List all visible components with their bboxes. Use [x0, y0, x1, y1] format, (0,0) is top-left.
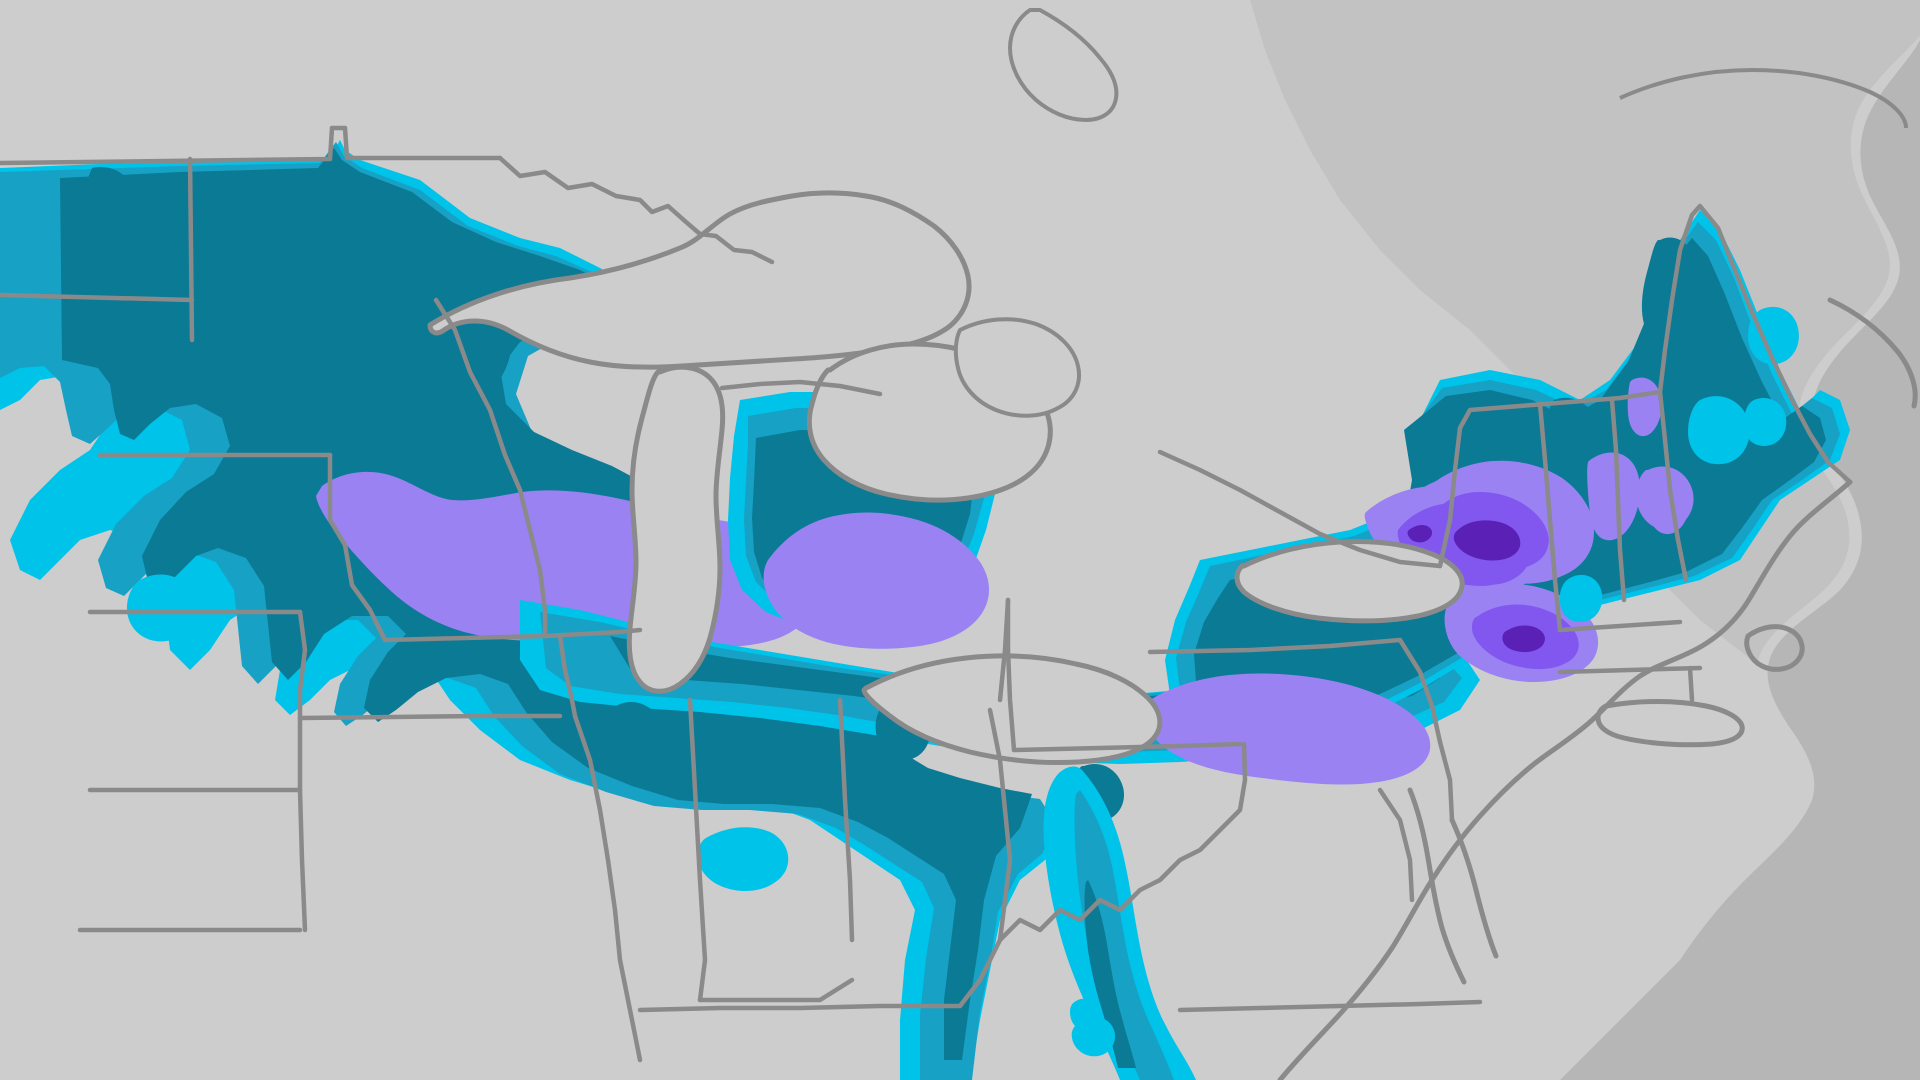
- lake-superior: [427, 190, 972, 370]
- border-minnesota-ontario: [497, 155, 775, 265]
- contour-ne-level-8-me-spot: [1636, 466, 1694, 530]
- border-pa-ny: [1147, 637, 1403, 655]
- border-mt-wy-sd: [0, 292, 195, 303]
- border-ia-ne: [297, 609, 308, 721]
- border-pa-oh-md: [1005, 597, 1017, 753]
- border-pa-md: [1011, 741, 1243, 753]
- border-va-nc: [1177, 999, 1483, 1013]
- coastline-cape-cod: [1744, 624, 1805, 672]
- atlantic-ocean: [1560, 0, 1920, 1080]
- coastline-chesapeake-bay: [1407, 787, 1467, 985]
- coastline-atlantic: [1277, 479, 1853, 1080]
- border-il-in: [687, 697, 708, 1003]
- border-ny-quebec: [1437, 389, 1663, 569]
- border-mt-nd: [187, 156, 195, 343]
- lake-ontario: [1234, 539, 1465, 624]
- border-in-oh: [837, 697, 855, 943]
- contour-patch-iowa: [698, 827, 789, 892]
- border-mn-nd-sd: [327, 452, 388, 643]
- contour-level-6-blob-central: [288, 278, 383, 408]
- border-ny-ma-ct: [1557, 619, 1683, 633]
- contour-ne-level-18-a: [1453, 520, 1521, 561]
- contour-patch-illinois: [1071, 1017, 1116, 1057]
- contour-patch-vt-cyan: [1559, 574, 1603, 622]
- border-ky-tn: [637, 1003, 963, 1013]
- border-ny-vt: [1537, 401, 1563, 633]
- border-md-de: [1437, 739, 1455, 823]
- border-ky-wv: [957, 937, 1003, 1009]
- contour-ne-level-8-pa: [1143, 673, 1431, 785]
- border-in-ky: [697, 977, 855, 1003]
- border-pa-nj: [1397, 637, 1443, 745]
- canada-coastline-group: [1008, 8, 1908, 129]
- coastline-nova-scotia-sw: [1827, 297, 1918, 409]
- contour-app-level-6: [1084, 880, 1136, 1068]
- border-mn-ia: [382, 633, 548, 643]
- contour-mi-level-8: [763, 512, 989, 649]
- contour-group-appalachians: [1043, 766, 1196, 1080]
- coastline-delmarva: [1449, 817, 1499, 959]
- border-mn-wi: [433, 297, 548, 639]
- great-lakes-group: [427, 190, 1465, 766]
- contour-ne-level-8-vt-nh: [1587, 452, 1640, 541]
- contour-patch-maine-cyan3: [1743, 398, 1787, 446]
- coastline-georgian-bay-north: [1008, 8, 1119, 122]
- border-ct-ri: [1687, 665, 1695, 703]
- contour-ne-level-18-b: [1407, 525, 1433, 543]
- border-ma-ct: [1557, 665, 1703, 675]
- border-maine-canada: [1657, 203, 1853, 485]
- lake-michigan: [626, 364, 726, 694]
- border-md-va-chesapeake: [1377, 787, 1415, 903]
- contour-level-6-blob-nd: [207, 210, 271, 361]
- border-wi-il: [542, 627, 643, 639]
- georgian-bay: [953, 317, 1081, 418]
- coastline-group: [1277, 297, 1918, 1080]
- political-boundaries: [0, 125, 1853, 1063]
- contour-patch-nd-small: [126, 574, 196, 642]
- border-nh-me: [1657, 389, 1689, 583]
- border-oh-wv: [987, 707, 1013, 943]
- border-st-lawrence: [1157, 449, 1443, 569]
- border-wv-va: [997, 741, 1248, 943]
- border-mo-ks: [297, 715, 308, 933]
- border-mi-lower-peninsula: [719, 379, 883, 397]
- border-us-canada-49th: [0, 125, 503, 166]
- contour-patch-maine-cyan1: [1748, 306, 1799, 365]
- coastline-long-island: [1595, 699, 1745, 748]
- border-ia-mo: [297, 713, 563, 721]
- border-vt-nh: [1609, 397, 1627, 603]
- contour-patch-maine-cyan2: [1688, 396, 1750, 465]
- contour-oh-blob-a: [607, 702, 663, 764]
- contour-ne-level-18-mohawk: [1502, 625, 1545, 653]
- contour-ne-blob-me1: [1641, 237, 1698, 342]
- coastline-quebec-south: [1619, 68, 1908, 129]
- border-ia-il: [557, 633, 578, 719]
- contour-app-level-3: [1074, 790, 1174, 1080]
- border-il-mo: [572, 713, 643, 1063]
- contour-group-small-patches: [126, 306, 1799, 1057]
